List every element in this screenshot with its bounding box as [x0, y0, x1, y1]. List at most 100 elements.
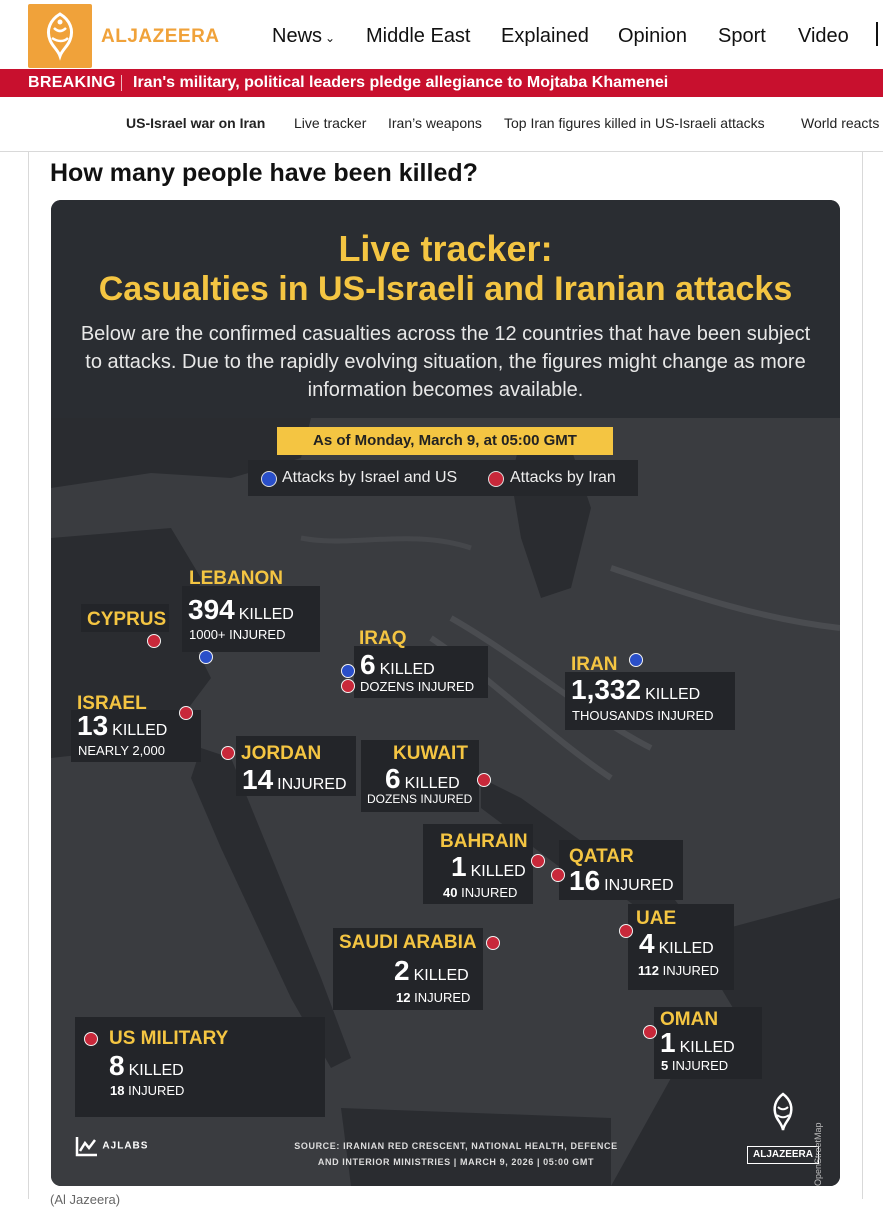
marker-bahrain-red: [531, 854, 545, 868]
card-uae: [628, 904, 734, 990]
marker-kuwait-red: [477, 773, 491, 787]
section-heading: How many people have been killed?: [50, 159, 478, 187]
bahrain-killed: 1 KILLED: [451, 851, 526, 882]
breaking-label: BREAKING: [28, 74, 116, 91]
aljazeera-watermark-text: ALJAZEERA: [747, 1146, 819, 1164]
marker-jordan-red: [221, 746, 235, 760]
us-military-killed: 8 KILLED: [109, 1050, 184, 1081]
aljazeera-watermark: ALJAZEERA: [747, 1090, 819, 1164]
card-us-military: [75, 1017, 325, 1117]
content-border-left: [28, 151, 29, 1199]
israel-injured: NEARLY 2,000: [78, 743, 165, 758]
card-iraq: [354, 646, 488, 698]
marker-oman-red: [643, 1025, 657, 1039]
marker-israel-red: [179, 706, 193, 720]
country-name-jordan: JORDAN: [241, 743, 322, 764]
country-name-us-military: US MILITARY: [109, 1028, 229, 1049]
kuwait-injured: DOZENS INJURED: [367, 792, 473, 806]
lebanon-injured: 1000+ INJURED: [189, 627, 286, 642]
brand-name[interactable]: ALJAZEERA: [101, 26, 220, 47]
marker-iraq-red: [341, 679, 355, 693]
card-bahrain: [423, 824, 533, 904]
legend-blue-label: Attacks by Israel and US: [282, 469, 458, 486]
card-oman: [654, 1007, 762, 1079]
marker-saudi-red: [486, 936, 500, 950]
card-lebanon: [182, 586, 320, 652]
bahrain-injured: 40 INJURED: [443, 885, 518, 900]
card-iran: [565, 672, 735, 730]
nav-explained[interactable]: Explained: [501, 25, 589, 47]
subnav-live-tracker[interactable]: Live tracker: [294, 115, 367, 131]
kuwait-killed: 6 KILLED: [385, 763, 460, 794]
country-name-qatar: QATAR: [569, 846, 634, 867]
us-military-injured: 18 INJURED: [110, 1083, 185, 1098]
infographic-subtitle: Below are the confirmed casualties acros…: [80, 323, 811, 401]
breaking-headline[interactable]: Iran's military, political leaders pledg…: [133, 74, 669, 91]
qatar-injured: 16 INJURED: [569, 865, 674, 896]
infographic-title-line2: Casualties in US-Israeli and Iranian att…: [98, 270, 793, 308]
nav-sport[interactable]: Sport: [718, 25, 766, 47]
nav-video[interactable]: Video: [798, 25, 849, 47]
nav-overflow-icon[interactable]: [876, 22, 883, 46]
date-badge: As of Monday, March 9, at 05:00 GMT: [277, 427, 613, 455]
saudi-killed: 2 KILLED: [394, 955, 469, 986]
subnav-world-reacts[interactable]: World reacts: [801, 115, 880, 131]
chevron-down-icon: ⌄: [325, 31, 336, 45]
subnav-us-israel-war[interactable]: US-Israel war on Iran: [126, 115, 266, 131]
nav-middle-east[interactable]: Middle East: [366, 25, 471, 47]
country-name-israel: ISRAEL: [77, 693, 147, 714]
iraq-killed: 6 KILLED: [360, 649, 435, 680]
marker-uae-red: [619, 924, 633, 938]
breaking-news-bar[interactable]: BREAKING Iran's military, political lead…: [0, 69, 883, 97]
map-credit: © Mapbox, © OpenStreetMap: [813, 1122, 823, 1186]
country-name-uae: UAE: [636, 908, 677, 929]
marker-lebanon-blue: [199, 650, 213, 664]
saudi-injured: 12 INJURED: [396, 990, 471, 1005]
oman-killed: 1 KILLED: [660, 1027, 735, 1058]
legend-red-dot-icon: [488, 471, 504, 487]
legend-blue-dot-icon: [261, 471, 277, 487]
subnav-top-figures[interactable]: Top Iran figures killed in US-Israeli at…: [504, 115, 765, 131]
topic-navigation: US-Israel war on Iran Live tracker Iran’…: [0, 97, 883, 152]
country-name-bahrain: BAHRAIN: [440, 831, 528, 852]
marker-cyprus-red: [147, 634, 161, 648]
country-name-kuwait: KUWAIT: [393, 743, 468, 764]
marker-iran-blue: [629, 653, 643, 667]
card-israel: [71, 710, 201, 762]
marker-us-military-red: [84, 1032, 98, 1046]
country-name-lebanon: LEBANON: [189, 568, 283, 589]
aljazeera-watermark-icon: [773, 1092, 793, 1131]
lebanon-killed: 394 KILLED: [188, 594, 294, 625]
country-name-oman: OMAN: [660, 1009, 719, 1030]
card-qatar: [559, 840, 683, 900]
iran-killed: 1,332 KILLED: [571, 674, 701, 705]
marker-qatar-red: [551, 868, 565, 882]
legend-red-label: Attacks by Iran: [510, 469, 616, 486]
ajlabs-logo: AJLABS: [75, 1135, 148, 1157]
nav-opinion[interactable]: Opinion: [618, 25, 687, 47]
subnav-iran-weapons[interactable]: Iran’s weapons: [388, 115, 482, 131]
card-saudi-arabia: [333, 928, 483, 1010]
uae-injured: 112 INJURED: [638, 963, 719, 978]
card-jordan: [236, 736, 356, 796]
source-line-2: AND INTERIOR MINISTRIES | MARCH 9, 2026 …: [317, 1157, 595, 1167]
israel-killed: 13 KILLED: [77, 710, 168, 741]
uae-killed: 4 KILLED: [639, 928, 714, 959]
aljazeera-logo-icon[interactable]: [28, 4, 92, 68]
card-cyprus: [81, 604, 169, 632]
top-navigation: ALJAZEERA News ⌄ Middle East Explained Op…: [0, 0, 883, 70]
oman-injured: 5 INJURED: [661, 1058, 729, 1073]
source-note: SOURCE: IRANIAN RED CRESCENT, NATIONAL H…: [241, 1138, 671, 1170]
divider: [121, 75, 122, 91]
infographic-title-line1: Live tracker:: [338, 228, 553, 269]
infographic-header: Live tracker: Casualties in US-Israeli a…: [51, 200, 840, 418]
card-kuwait: [361, 740, 479, 812]
content-border-right: [862, 151, 863, 1199]
marker-iraq-blue: [341, 664, 355, 678]
nav-news[interactable]: News ⌄: [272, 25, 336, 47]
image-caption: (Al Jazeera): [50, 1192, 121, 1207]
country-name-iraq: IRAQ: [359, 628, 407, 649]
legend: Attacks by Israel and US Attacks by Iran: [248, 460, 638, 496]
country-name-cyprus: CYPRUS: [87, 609, 167, 630]
country-name-saudi-arabia: SAUDI ARABIA: [339, 932, 477, 953]
